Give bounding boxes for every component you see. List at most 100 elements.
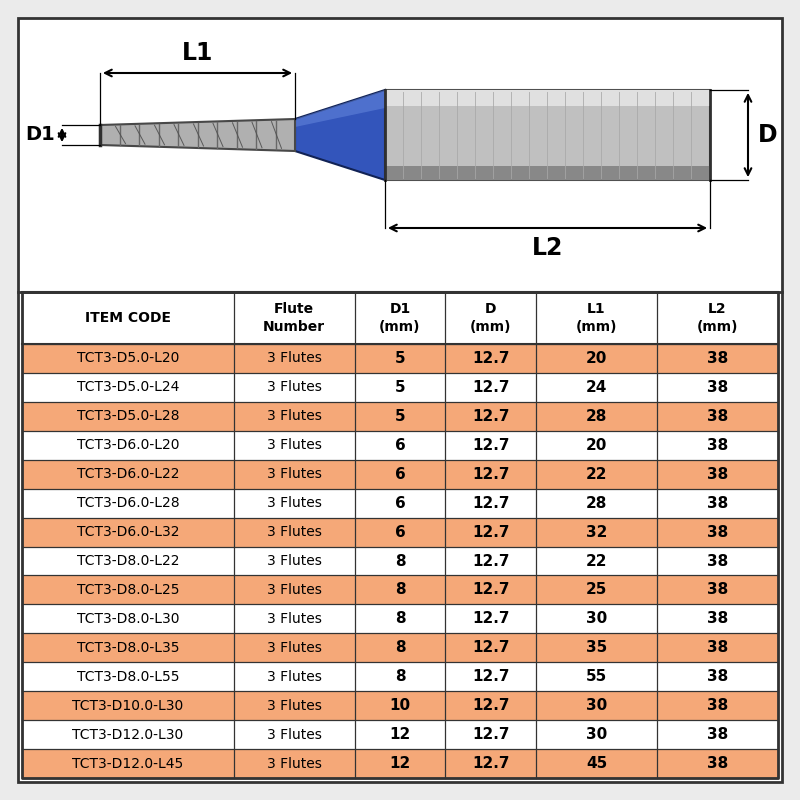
Text: 12: 12 <box>390 727 410 742</box>
Text: D1
(mm): D1 (mm) <box>379 302 421 334</box>
Text: 25: 25 <box>586 582 607 598</box>
Bar <box>22 662 778 691</box>
Text: 22: 22 <box>586 466 607 482</box>
Bar <box>22 720 778 749</box>
Text: 6: 6 <box>394 438 406 453</box>
Bar <box>22 605 778 634</box>
Bar <box>22 575 778 605</box>
Bar <box>22 344 778 373</box>
Text: 30: 30 <box>586 611 607 626</box>
Text: 45: 45 <box>586 756 607 771</box>
Text: TCT3-D5.0-L28: TCT3-D5.0-L28 <box>77 410 179 423</box>
Text: D1: D1 <box>25 126 55 145</box>
Text: 3 Flutes: 3 Flutes <box>266 583 322 597</box>
Text: 22: 22 <box>586 554 607 569</box>
Text: 38: 38 <box>707 698 728 713</box>
Text: 38: 38 <box>707 496 728 510</box>
Text: TCT3-D6.0-L20: TCT3-D6.0-L20 <box>77 438 179 452</box>
Text: 12.7: 12.7 <box>472 640 510 655</box>
Text: 38: 38 <box>707 525 728 539</box>
Text: TCT3-D8.0-L25: TCT3-D8.0-L25 <box>77 583 179 597</box>
Text: 38: 38 <box>707 611 728 626</box>
Text: 3 Flutes: 3 Flutes <box>266 554 322 568</box>
Text: 3 Flutes: 3 Flutes <box>266 612 322 626</box>
Text: TCT3-D6.0-L32: TCT3-D6.0-L32 <box>77 525 179 539</box>
Text: 20: 20 <box>586 438 607 453</box>
Text: 6: 6 <box>394 496 406 510</box>
Text: 6: 6 <box>394 525 406 539</box>
Text: 8: 8 <box>394 582 406 598</box>
Text: 12.7: 12.7 <box>472 525 510 539</box>
Text: 38: 38 <box>707 670 728 684</box>
Text: 12.7: 12.7 <box>472 611 510 626</box>
Text: 5: 5 <box>394 380 406 395</box>
Text: 12.7: 12.7 <box>472 727 510 742</box>
Text: 12: 12 <box>390 756 410 771</box>
Bar <box>22 489 778 518</box>
Text: L1: L1 <box>182 41 213 65</box>
Text: 55: 55 <box>586 670 607 684</box>
Bar <box>385 90 710 106</box>
Text: 38: 38 <box>707 554 728 569</box>
Text: 30: 30 <box>586 698 607 713</box>
Text: 3 Flutes: 3 Flutes <box>266 525 322 539</box>
Text: TCT3-D8.0-L30: TCT3-D8.0-L30 <box>77 612 179 626</box>
Text: 3 Flutes: 3 Flutes <box>266 496 322 510</box>
Text: 20: 20 <box>586 351 607 366</box>
Text: 3 Flutes: 3 Flutes <box>266 467 322 482</box>
Bar <box>22 402 778 430</box>
Text: 12.7: 12.7 <box>472 466 510 482</box>
Bar <box>22 634 778 662</box>
Text: D: D <box>758 123 778 147</box>
Text: 12.7: 12.7 <box>472 554 510 569</box>
Text: TCT3-D5.0-L20: TCT3-D5.0-L20 <box>77 351 179 366</box>
Text: 38: 38 <box>707 380 728 395</box>
Text: 12.7: 12.7 <box>472 670 510 684</box>
Text: 12.7: 12.7 <box>472 582 510 598</box>
Text: 8: 8 <box>394 670 406 684</box>
Text: 12.7: 12.7 <box>472 756 510 771</box>
Text: 10: 10 <box>390 698 410 713</box>
Text: 12.7: 12.7 <box>472 698 510 713</box>
Text: 12.7: 12.7 <box>472 351 510 366</box>
Text: 38: 38 <box>707 351 728 366</box>
Text: 3 Flutes: 3 Flutes <box>266 351 322 366</box>
Text: 28: 28 <box>586 496 607 510</box>
Text: L2
(mm): L2 (mm) <box>697 302 738 334</box>
Text: 12.7: 12.7 <box>472 438 510 453</box>
Bar <box>22 546 778 575</box>
Text: 32: 32 <box>586 525 607 539</box>
Text: 12.7: 12.7 <box>472 496 510 510</box>
Bar <box>22 430 778 460</box>
Text: TCT3-D5.0-L24: TCT3-D5.0-L24 <box>77 380 179 394</box>
Text: 38: 38 <box>707 727 728 742</box>
Text: ITEM CODE: ITEM CODE <box>85 311 171 325</box>
Text: 8: 8 <box>394 554 406 569</box>
Text: 3 Flutes: 3 Flutes <box>266 670 322 684</box>
Bar <box>22 518 778 546</box>
Bar <box>22 373 778 402</box>
Text: 38: 38 <box>707 466 728 482</box>
Text: 5: 5 <box>394 351 406 366</box>
Text: TCT3-D8.0-L22: TCT3-D8.0-L22 <box>77 554 179 568</box>
Bar <box>22 292 778 344</box>
Text: 3 Flutes: 3 Flutes <box>266 728 322 742</box>
Text: 35: 35 <box>586 640 607 655</box>
Bar <box>385 166 710 180</box>
Text: 38: 38 <box>707 438 728 453</box>
Text: 8: 8 <box>394 611 406 626</box>
Bar <box>22 460 778 489</box>
Text: D
(mm): D (mm) <box>470 302 511 334</box>
Text: 24: 24 <box>586 380 607 395</box>
Text: 3 Flutes: 3 Flutes <box>266 438 322 452</box>
Text: 38: 38 <box>707 640 728 655</box>
Text: 30: 30 <box>586 727 607 742</box>
Text: L2: L2 <box>532 236 563 260</box>
Text: TCT3-D6.0-L22: TCT3-D6.0-L22 <box>77 467 179 482</box>
Text: 3 Flutes: 3 Flutes <box>266 380 322 394</box>
Text: TCT3-D6.0-L28: TCT3-D6.0-L28 <box>77 496 179 510</box>
Text: 38: 38 <box>707 756 728 771</box>
Text: 12.7: 12.7 <box>472 380 510 395</box>
Polygon shape <box>295 90 385 180</box>
Text: 3 Flutes: 3 Flutes <box>266 698 322 713</box>
